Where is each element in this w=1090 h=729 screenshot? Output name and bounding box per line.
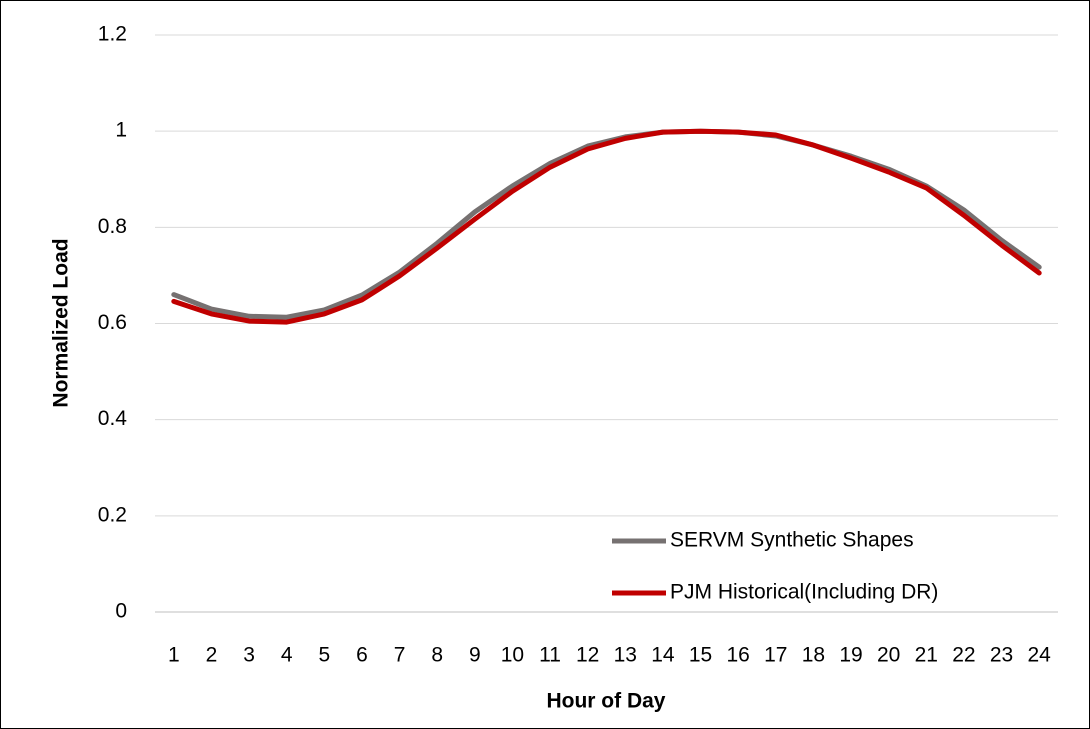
y-tick-label: 0.2 <box>98 503 127 526</box>
x-axis-label: Hour of Day <box>546 690 665 713</box>
x-tick-label: 6 <box>356 644 368 667</box>
x-tick-label: 21 <box>915 644 938 667</box>
x-tick-label: 20 <box>877 644 900 667</box>
legend-label: SERVM Synthetic Shapes <box>670 529 914 552</box>
x-tick-label: 1 <box>168 644 180 667</box>
x-tick-label: 17 <box>764 644 787 667</box>
y-tick-label: 0.4 <box>98 407 128 430</box>
y-tick-label: 0 <box>115 600 127 623</box>
y-tick-label: 1 <box>115 119 127 142</box>
x-tick-label: 9 <box>469 644 481 667</box>
x-tick-label: 15 <box>689 644 712 667</box>
x-tick-label: 8 <box>431 644 443 667</box>
x-tick-label: 11 <box>539 644 561 667</box>
x-tick-label: 5 <box>318 644 330 667</box>
x-tick-label: 12 <box>576 644 599 667</box>
x-tick-label: 23 <box>990 644 1013 667</box>
y-tick-label: 0.6 <box>98 311 127 334</box>
y-tick-label: 1.2 <box>98 23 127 46</box>
x-tick-label: 24 <box>1028 644 1052 667</box>
x-tick-label: 22 <box>952 644 975 667</box>
series-line <box>171 128 1042 325</box>
x-tick-label: 3 <box>243 644 255 667</box>
y-tick-label: 0.8 <box>98 215 127 238</box>
x-tick-label: 2 <box>206 644 218 667</box>
x-tick-label: 13 <box>614 644 637 667</box>
y-axis-label: Normalized Load <box>50 238 73 407</box>
x-tick-label: 7 <box>394 644 406 667</box>
x-tick-label: 19 <box>839 644 862 667</box>
legend-label: PJM Historical(Including DR) <box>670 581 938 604</box>
x-tick-label: 18 <box>802 644 825 667</box>
x-tick-label: 10 <box>501 644 524 667</box>
x-tick-label: 16 <box>727 644 750 667</box>
x-tick-label: 4 <box>281 644 293 667</box>
x-tick-label: 14 <box>651 644 675 667</box>
